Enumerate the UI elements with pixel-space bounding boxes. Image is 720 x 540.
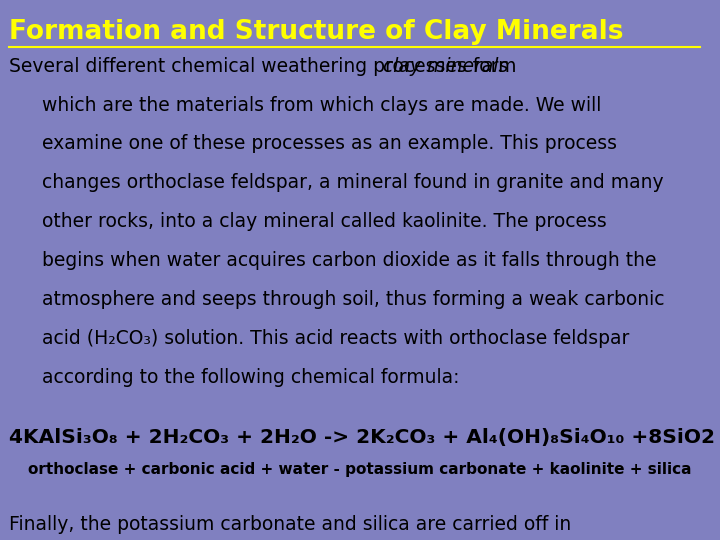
Text: examine one of these processes as an example. This process: examine one of these processes as an exa… (42, 134, 617, 153)
Text: orthoclase + carbonic acid + water - potassium carbonate + kaolinite + silica: orthoclase + carbonic acid + water - pot… (28, 462, 692, 477)
Text: Finally, the potassium carbonate and silica are carried off in: Finally, the potassium carbonate and sil… (9, 515, 571, 534)
Text: clay minerals: clay minerals (382, 57, 508, 76)
Text: acid (H₂CO₃) solution. This acid reacts with orthoclase feldspar: acid (H₂CO₃) solution. This acid reacts … (42, 329, 629, 348)
Text: according to the following chemical formula:: according to the following chemical form… (42, 368, 459, 387)
Text: Several different chemical weathering processes form: Several different chemical weathering pr… (9, 57, 522, 76)
Text: Formation and Structure of Clay Minerals: Formation and Structure of Clay Minerals (9, 19, 623, 45)
Text: atmosphere and seeps through soil, thus forming a weak carbonic: atmosphere and seeps through soil, thus … (42, 290, 665, 309)
Text: 4KAlSi₃O₈ + 2H₂CO₃ + 2H₂O -> 2K₂CO₃ + Al₄(OH)₈Si₄O₁₀ +8SiO2: 4KAlSi₃O₈ + 2H₂CO₃ + 2H₂O -> 2K₂CO₃ + Al… (9, 428, 715, 447)
Text: which are the materials from which clays are made. We will: which are the materials from which clays… (42, 96, 601, 114)
Text: changes orthoclase feldspar, a mineral found in granite and many: changes orthoclase feldspar, a mineral f… (42, 173, 663, 192)
Text: begins when water acquires carbon dioxide as it falls through the: begins when water acquires carbon dioxid… (42, 251, 656, 270)
Text: other rocks, into a clay mineral called kaolinite. The process: other rocks, into a clay mineral called … (42, 212, 606, 231)
